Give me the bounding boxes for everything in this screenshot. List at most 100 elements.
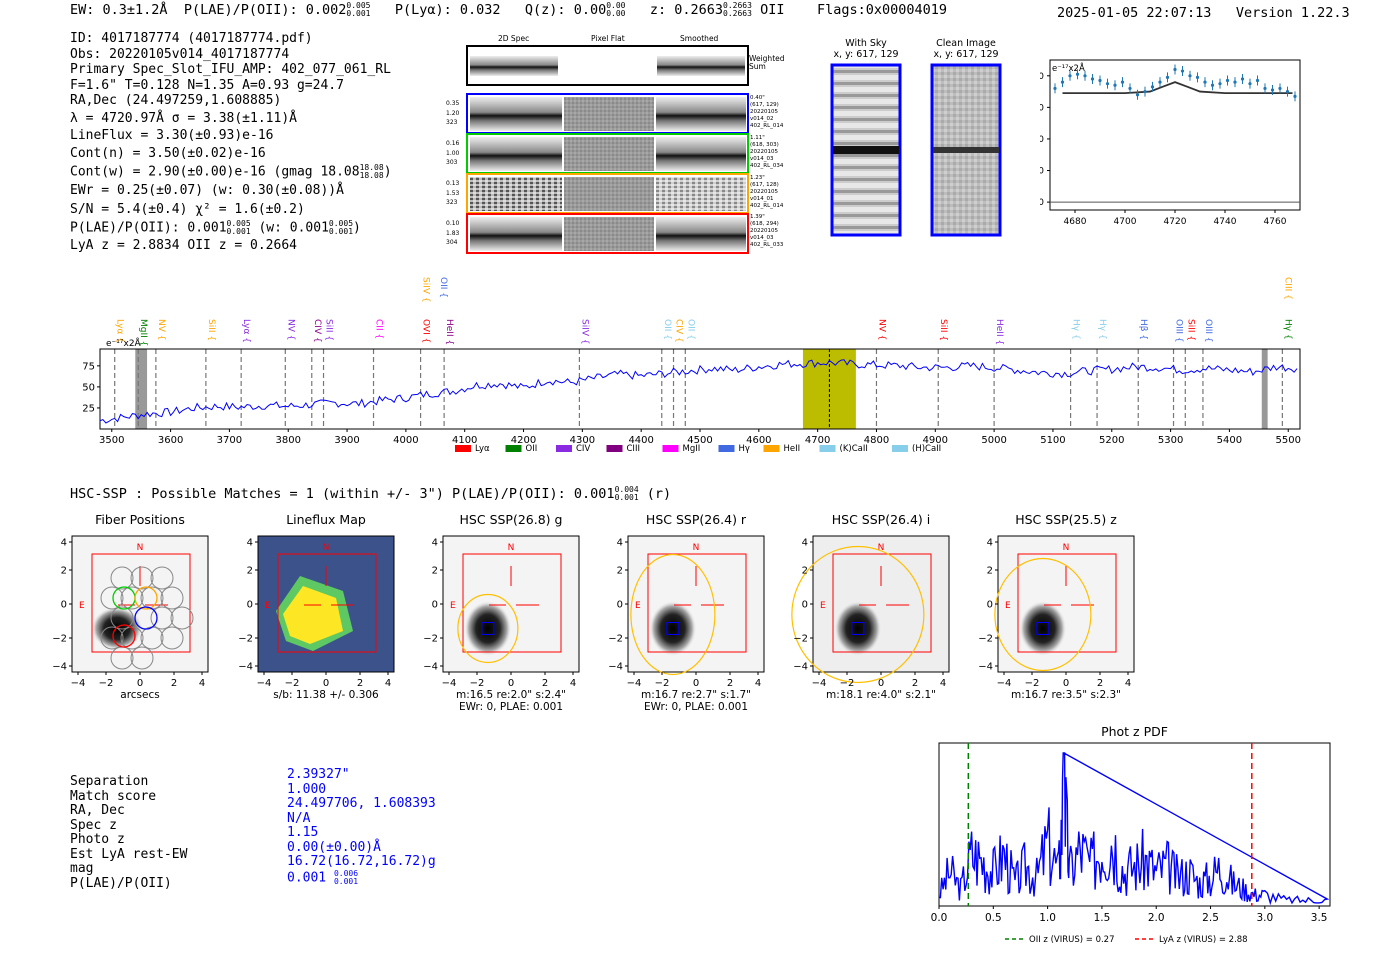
zoom-fit-line xyxy=(1062,81,1293,95)
spectrum-line-label: CIV { xyxy=(312,319,322,343)
fiber-row-2-right-4: 402_RL_034 xyxy=(750,163,784,169)
match-label-radec: RA, Dec xyxy=(70,803,125,818)
zoom-data-point xyxy=(1203,80,1207,84)
with-sky-header: With Sky x, y: 617, 129 xyxy=(826,38,906,60)
match-label-ew: Est LyA rest-EW xyxy=(70,846,188,862)
spectrum-line-label: HeII { xyxy=(444,319,454,345)
north-label: N xyxy=(508,543,515,553)
cutout-y-tick-label: −4 xyxy=(423,662,438,673)
spectrum-y-tick-label: 25 xyxy=(82,403,95,414)
fiber-circle xyxy=(130,566,154,590)
spectrum-legend-label: CIII xyxy=(627,444,640,454)
source-box xyxy=(1036,621,1050,635)
spectrum-x-tick-label: 3700 xyxy=(217,435,242,446)
fiber-circle xyxy=(120,626,144,650)
photz-x-tick-label: 3.0 xyxy=(1256,912,1273,924)
zoom-data-point xyxy=(1165,75,1170,79)
match-plae-lo: 0.001 xyxy=(333,876,359,886)
match-label-separation: Separation xyxy=(70,774,149,789)
fiber-row-4-left-1: 1.83 xyxy=(446,229,460,237)
photz-x-tick-label: 2.0 xyxy=(1148,912,1165,924)
fiber-row-3 xyxy=(466,173,749,214)
cutout-title: HSC SSP(26.4) i xyxy=(832,512,930,527)
cutout-y-tick-label: 4 xyxy=(247,538,253,549)
zoom-data-point xyxy=(1180,69,1185,73)
header-qz: Q(z): 0.00 xyxy=(524,2,607,18)
zoom-data-point xyxy=(1248,82,1252,86)
spectrum-line-label: NV { xyxy=(285,319,295,340)
match-value-radec: 24.497706, 1.608393 xyxy=(287,796,436,811)
spectrum-x-tick-label: 4100 xyxy=(452,435,477,446)
full-spectrum: 25 50 75 3500 3600 3700 3800 3900 4000 4100 4200 43… xyxy=(60,275,1310,465)
east-label: E xyxy=(79,601,85,611)
hsc-summary-lo: 0.001 xyxy=(614,493,639,502)
zoom-data-point xyxy=(1128,86,1132,91)
source-box xyxy=(481,621,495,635)
fiber-row-2-right-0: 1.11" xyxy=(750,135,765,141)
cutout-red-box xyxy=(832,553,932,653)
header-plae-lo: 0.001 xyxy=(346,9,371,18)
fiber-row-3-right-3: v014_01 xyxy=(750,196,774,202)
info-block: ID: 4017187774 (4017187774.pdf) Obs: 202… xyxy=(70,31,450,254)
cutout-x-tick-label: −2 xyxy=(840,678,855,689)
zoom-data-point xyxy=(1098,78,1102,83)
info-sn: S/N = 5.4(±0.4) χ² = 1.6(±0.2) xyxy=(70,201,305,217)
cutout-y-tick-label: −2 xyxy=(52,634,67,645)
clean-image-title: Clean Image xyxy=(936,38,996,49)
zoom-data-point xyxy=(1225,78,1230,83)
header-z: z: 0.2663 xyxy=(649,2,724,18)
match-label-mag: mag xyxy=(70,861,94,876)
spectrum-line-label: SiII { xyxy=(1185,319,1195,341)
match-value-separation: 2.39327" xyxy=(287,767,350,782)
cutout-x-tick-label: 0 xyxy=(693,678,699,689)
zoom-data-point xyxy=(1053,86,1057,91)
cutout-y-tick-label: −2 xyxy=(793,634,808,645)
zoom-y-tick-label: 0 xyxy=(1040,198,1044,208)
match-label-score: Match score xyxy=(70,788,157,804)
cutout-caption: m:16.7 re:3.5" s:2.3" xyxy=(1011,689,1121,701)
match-value-specz: N/A xyxy=(287,810,311,826)
match-value-photoz: 1.15 xyxy=(287,825,319,840)
fiber-row-4-right-4: 402_RL_033 xyxy=(750,242,784,248)
spectrum-x-tick-label: 5000 xyxy=(981,435,1006,446)
cutout-title: HSC SSP(25.5) z xyxy=(1015,512,1117,527)
match-value-score: 1.000 xyxy=(287,781,327,797)
spectrum-legend-label: Lyα xyxy=(475,444,490,454)
cutout-x-tick-label: −2 xyxy=(285,678,300,689)
spectrum-line-label: CIV { xyxy=(674,319,684,343)
info-gmag-hi: 18.08 xyxy=(359,163,384,172)
cutout-caption-2: EWr: 0, PLAE: 0.001 xyxy=(644,701,748,713)
fiber-circle xyxy=(160,586,184,610)
cutout-svg: Fiber Positions N E 4 2 0 −2 −4 −4 −2 0 2 4 arcsecs Li… xyxy=(52,512,1135,713)
zoom-data-point xyxy=(1150,85,1155,89)
cutout-y-tick-label: −2 xyxy=(978,634,993,645)
zoom-unit-label: e⁻¹⁷x2Å xyxy=(1052,62,1085,74)
full-spectrum-svg: 25 50 75 3500 3600 3700 3800 3900 4000 4100 4200 43… xyxy=(82,277,1301,454)
col-header-pixel-flat: Pixel Flat xyxy=(591,34,625,43)
spectrum-legend-swatch xyxy=(505,445,522,452)
fiber-circle xyxy=(110,566,134,590)
weighted-sum-smoothed xyxy=(657,56,745,76)
spectrum-x-tick-label: 5300 xyxy=(1158,435,1183,446)
spectrum-x-tick-label: 4500 xyxy=(687,435,712,446)
galaxy-blob xyxy=(463,600,512,657)
aperture-ellipse xyxy=(630,553,716,676)
cutout-y-tick-label: 2 xyxy=(617,566,623,577)
cutout-caption: s/b: 11.38 +/- 0.306 xyxy=(273,689,379,701)
aperture-ellipse xyxy=(994,557,1092,672)
spectrum-line-label: CII { xyxy=(374,319,384,339)
zoom-chart-svg: 0 20 40 60 80 4680 4700 4720 4740 4760 e⁻¹⁷x2Å xyxy=(1033,59,1301,227)
fiber-row-4-right-1: (618, 294) xyxy=(750,221,779,227)
cutout-panel-2: Lineflux Map N E 4 2 0 −2 −4 −4 −2 0 2 4 s/b: 11.38 +… xyxy=(238,512,395,701)
spectrum-line-label: Hβ { xyxy=(1138,319,1148,340)
east-label: E xyxy=(1005,601,1011,611)
cutout-y-tick-label: 0 xyxy=(987,600,993,611)
zoom-data-point xyxy=(1105,82,1110,86)
info-cont-n: Cont(n) = 3.50(±0.02)e-16 xyxy=(70,145,266,161)
zoom-data-point xyxy=(1090,77,1095,81)
match-value-mag: 16.72(16.72,16.72)g xyxy=(287,854,436,869)
cutout-panel-1: Fiber Positions N E 4 2 0 −2 −4 −4 −2 0 2 4 arcsecs xyxy=(52,512,209,701)
hsc-summary: HSC-SSP : Possible Matches = 1 (within +… xyxy=(70,486,671,503)
fiber-row-2-right-1: (618, 303) xyxy=(750,142,779,148)
info-radec: RA,Dec (24.497259,1.608885) xyxy=(70,93,282,108)
